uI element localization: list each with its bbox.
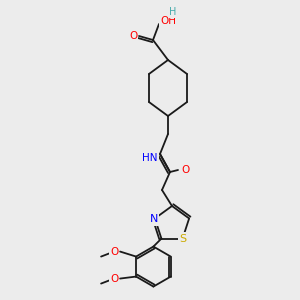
- Text: O: O: [129, 31, 137, 41]
- Text: H: H: [169, 7, 177, 17]
- Text: S: S: [179, 234, 186, 244]
- Text: O: O: [182, 165, 190, 175]
- Text: HN: HN: [142, 153, 158, 163]
- Text: O: O: [110, 274, 118, 284]
- Text: O: O: [110, 247, 118, 256]
- Text: N: N: [150, 214, 158, 224]
- Text: OH: OH: [160, 16, 176, 26]
